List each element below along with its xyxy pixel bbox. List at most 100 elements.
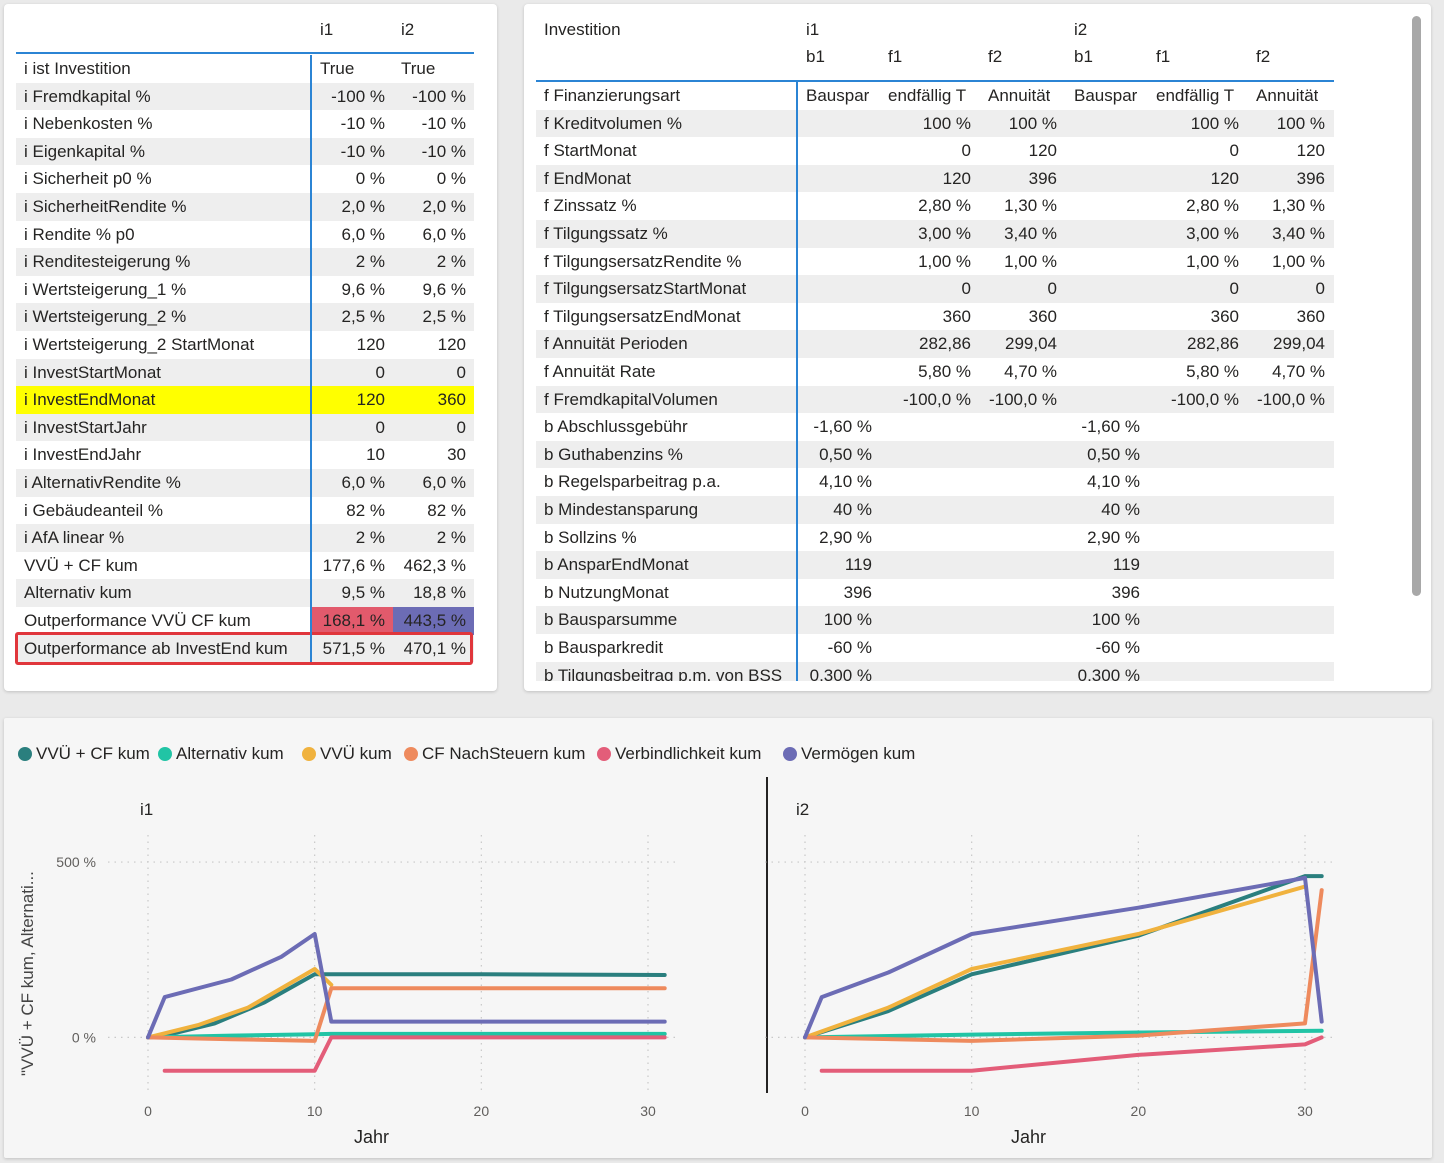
cell-value: 0	[456, 417, 466, 437]
cell-value: 6,0 %	[341, 224, 385, 244]
cell-value: 2 %	[436, 528, 466, 548]
row-label: f Annuität Perioden	[544, 334, 688, 354]
cell-value: 0	[1229, 279, 1239, 299]
cell-value: 0	[375, 362, 385, 382]
row-label: b Regelsparbeitrag p.a.	[544, 472, 721, 492]
cell-value: 1,00 %	[1186, 251, 1239, 271]
column-divider	[310, 55, 312, 663]
cell-value: 3,00 %	[918, 224, 971, 243]
cell-value: -100,0 %	[988, 389, 1057, 409]
row-label: f Zinssatz %	[544, 196, 637, 216]
cell-value: 443,5 %	[403, 611, 466, 630]
row-label: i AfA linear %	[24, 528, 125, 548]
legend-label: CF NachSteuern kum	[422, 744, 586, 763]
cell-value: -100,0 %	[1170, 389, 1239, 409]
cell-value: 2,0 %	[422, 197, 466, 216]
legend-item[interactable]: Vermögen kum	[783, 742, 915, 766]
row-label: Outperformance VVÜ CF kum	[24, 611, 251, 630]
row-label: f Annuität Rate	[544, 362, 656, 381]
col-header-sub: b1	[1074, 47, 1093, 66]
row-label: i Rendite % p0	[24, 224, 135, 244]
row-label: i Renditesteigerung %	[24, 252, 191, 272]
cell-value: -100 %	[412, 86, 466, 106]
cell-value: 119	[844, 555, 872, 575]
row-label: i InvestStartMonat	[24, 362, 162, 382]
cell-value: 3,00 %	[1186, 224, 1239, 243]
cell-value: 5,80 %	[918, 362, 971, 381]
legend-item[interactable]: VVÜ kum	[302, 742, 392, 766]
cell-value: 0	[456, 362, 466, 382]
cell-value: 2 %	[355, 252, 385, 272]
row-label: i Sicherheit p0 %	[24, 169, 152, 189]
legend-item[interactable]: Verbindlichkeit kum	[597, 742, 761, 766]
legend-dot-icon	[597, 747, 611, 761]
row-label: VVÜ + CF kum	[24, 555, 138, 575]
table-row	[16, 82, 474, 112]
cell-value: 40 %	[1101, 500, 1140, 519]
row-label: b Mindestansparung	[544, 500, 699, 519]
table-row	[16, 441, 474, 470]
cell-value: 120	[437, 335, 466, 354]
cell-value: -60 %	[1095, 638, 1140, 657]
conditional-format-cell	[393, 607, 474, 635]
cell-value: -10 %	[421, 114, 466, 134]
cell-value: 4,70 %	[1272, 362, 1325, 381]
table-row	[16, 551, 474, 581]
row-label: b Tilgungsbeitrag p.m. von BSS	[544, 665, 783, 681]
legend-dot-icon	[158, 747, 172, 761]
cell-value: 2,80 %	[918, 196, 971, 216]
row-label: i Eigenkapital %	[24, 141, 145, 161]
table-row	[536, 523, 1334, 553]
row-label: Outperformance ab InvestEnd kum	[24, 638, 288, 658]
table-row	[536, 247, 1334, 277]
table-row	[536, 192, 1334, 221]
cell-value: 9,6 %	[341, 279, 385, 299]
row-label: i AlternativRendite %	[24, 473, 181, 492]
cell-value: 0	[1047, 279, 1057, 299]
cell-value: 100 %	[823, 610, 872, 630]
legend-item[interactable]: CF NachSteuern kum	[404, 742, 585, 766]
legend-label: Vermögen kum	[801, 744, 916, 763]
cell-value: 120	[356, 390, 385, 410]
cell-value: 120	[356, 335, 385, 354]
table-row	[536, 275, 1334, 304]
cell-value: Annuität	[1256, 86, 1319, 105]
row-label: i Nebenkosten %	[24, 114, 153, 134]
cell-value: 299,04	[1273, 334, 1325, 354]
cell-value: 0	[375, 417, 385, 437]
row-label: Alternativ kum	[24, 583, 132, 603]
vertical-scrollbar[interactable]	[1412, 16, 1421, 596]
cell-value: 120	[1028, 141, 1057, 161]
legend-item[interactable]: VVÜ + CF kum	[18, 742, 150, 766]
cell-value: True	[320, 59, 355, 78]
table-row	[536, 413, 1334, 442]
table-row	[536, 468, 1334, 497]
table-row	[536, 385, 1334, 415]
cell-value: 2,80 %	[1186, 196, 1239, 216]
cell-value: 0	[961, 141, 971, 161]
col-header-sub: f2	[1256, 47, 1271, 66]
legend-label: VVÜ kum	[320, 744, 392, 763]
cell-value: 2 %	[355, 528, 385, 548]
table-row	[16, 193, 474, 222]
cell-value: 100 %	[1008, 113, 1057, 133]
highlight-box	[15, 631, 473, 666]
table-row	[536, 496, 1334, 525]
col-header-i1: i1	[320, 20, 334, 39]
legend-label: VVÜ + CF kum	[36, 744, 150, 763]
row-label: b Abschlussgebühr	[544, 417, 688, 437]
cell-value: 120	[942, 168, 971, 188]
legend-dot-icon	[18, 747, 32, 761]
col-header-sub: f2	[988, 47, 1003, 66]
row-label: i Wertsteigerung_2 %	[24, 307, 187, 327]
cell-value: 4,10 %	[819, 472, 872, 492]
row-label: i Gebäudeanteil %	[24, 500, 163, 520]
cell-value: 396	[1111, 582, 1140, 602]
cell-value: 0	[1229, 141, 1239, 161]
cell-value: 2,5 %	[341, 307, 385, 327]
cell-value: Bauspar	[806, 86, 870, 105]
cell-value: 4,70 %	[1004, 362, 1057, 381]
cell-value: 470,1 %	[403, 638, 466, 658]
legend-item[interactable]: Alternativ kum	[158, 742, 284, 766]
legend-dot-icon	[783, 747, 797, 761]
